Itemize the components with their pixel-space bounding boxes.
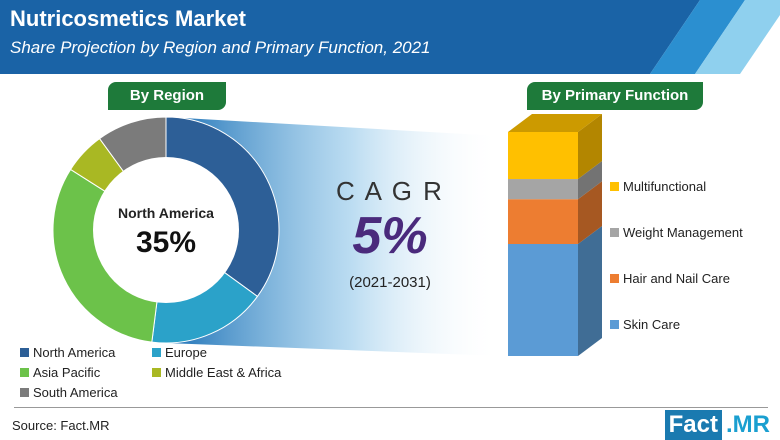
- legend-swatch: [152, 368, 161, 377]
- legend-label: Hair and Nail Care: [623, 271, 730, 286]
- bar-segment-multifunctional: [508, 132, 578, 180]
- legend-item-asia-pacific: Asia Pacific: [20, 365, 100, 380]
- legend-label: Europe: [165, 345, 207, 360]
- function-badge: By Primary Function: [527, 82, 703, 110]
- legend-item-skin-care: Skin Care: [610, 317, 680, 332]
- bar-side-skin-care: [578, 226, 602, 356]
- cagr-label: C A G R: [336, 176, 444, 206]
- region-badge: By Region: [108, 82, 226, 110]
- legend-label: Asia Pacific: [33, 365, 101, 380]
- bar-segment-hair-and-nail-care: [508, 199, 578, 244]
- header-banner: Nutricosmetics Market Share Projection b…: [0, 0, 780, 74]
- legend-label: Middle East & Africa: [165, 365, 282, 380]
- legend-swatch: [20, 348, 29, 357]
- factmr-logo: Fact .MR: [664, 410, 770, 440]
- legend-item-multifunctional: Multifunctional: [610, 179, 706, 194]
- source-text: Source: Fact.MR: [12, 418, 110, 433]
- bar-side-weight-management: [578, 161, 602, 200]
- logo-part-b: .MR: [726, 411, 770, 438]
- cagr-value: 5%: [352, 207, 428, 265]
- center-label: North America: [118, 205, 214, 221]
- logo-part-a: Fact: [664, 410, 722, 440]
- footer-divider: [14, 407, 768, 408]
- legend-swatch: [610, 182, 619, 191]
- legend-swatch: [610, 228, 619, 237]
- donut-hole: [93, 157, 239, 303]
- bar-segment-weight-management: [508, 179, 578, 200]
- legend-item-weight-management: Weight Management: [610, 225, 743, 240]
- bar-top-face: [508, 114, 602, 132]
- bar-side-hair-and-nail-care: [578, 181, 602, 244]
- legend-swatch: [20, 368, 29, 377]
- chart-subtitle: Share Projection by Region and Primary F…: [10, 38, 431, 57]
- legend-label: North America: [33, 345, 116, 360]
- legend-label: Skin Care: [623, 317, 681, 332]
- cagr-period: (2021-2031): [349, 274, 431, 291]
- legend-item-middle-east-africa: Middle East & Africa: [152, 365, 281, 380]
- legend-label: Weight Management: [623, 225, 743, 240]
- legend-label: Multifunctional: [623, 179, 707, 194]
- legend-item-south-america: South America: [20, 385, 118, 400]
- legend-swatch: [610, 320, 619, 329]
- center-value: 35%: [135, 226, 197, 259]
- header-background: [0, 0, 780, 74]
- legend-swatch: [20, 388, 29, 397]
- chart-title: Nutricosmetics Market: [10, 6, 246, 31]
- legend-swatch: [610, 274, 619, 283]
- legend-item-hair-and-nail-care: Hair and Nail Care: [610, 271, 730, 286]
- legend-item-north-america: North America: [20, 345, 115, 360]
- bar-side-multifunctional: [578, 114, 602, 180]
- legend-label: South America: [33, 385, 118, 400]
- legend-item-europe: Europe: [152, 345, 207, 360]
- bar-segment-skin-care: [508, 244, 578, 356]
- legend-swatch: [152, 348, 161, 357]
